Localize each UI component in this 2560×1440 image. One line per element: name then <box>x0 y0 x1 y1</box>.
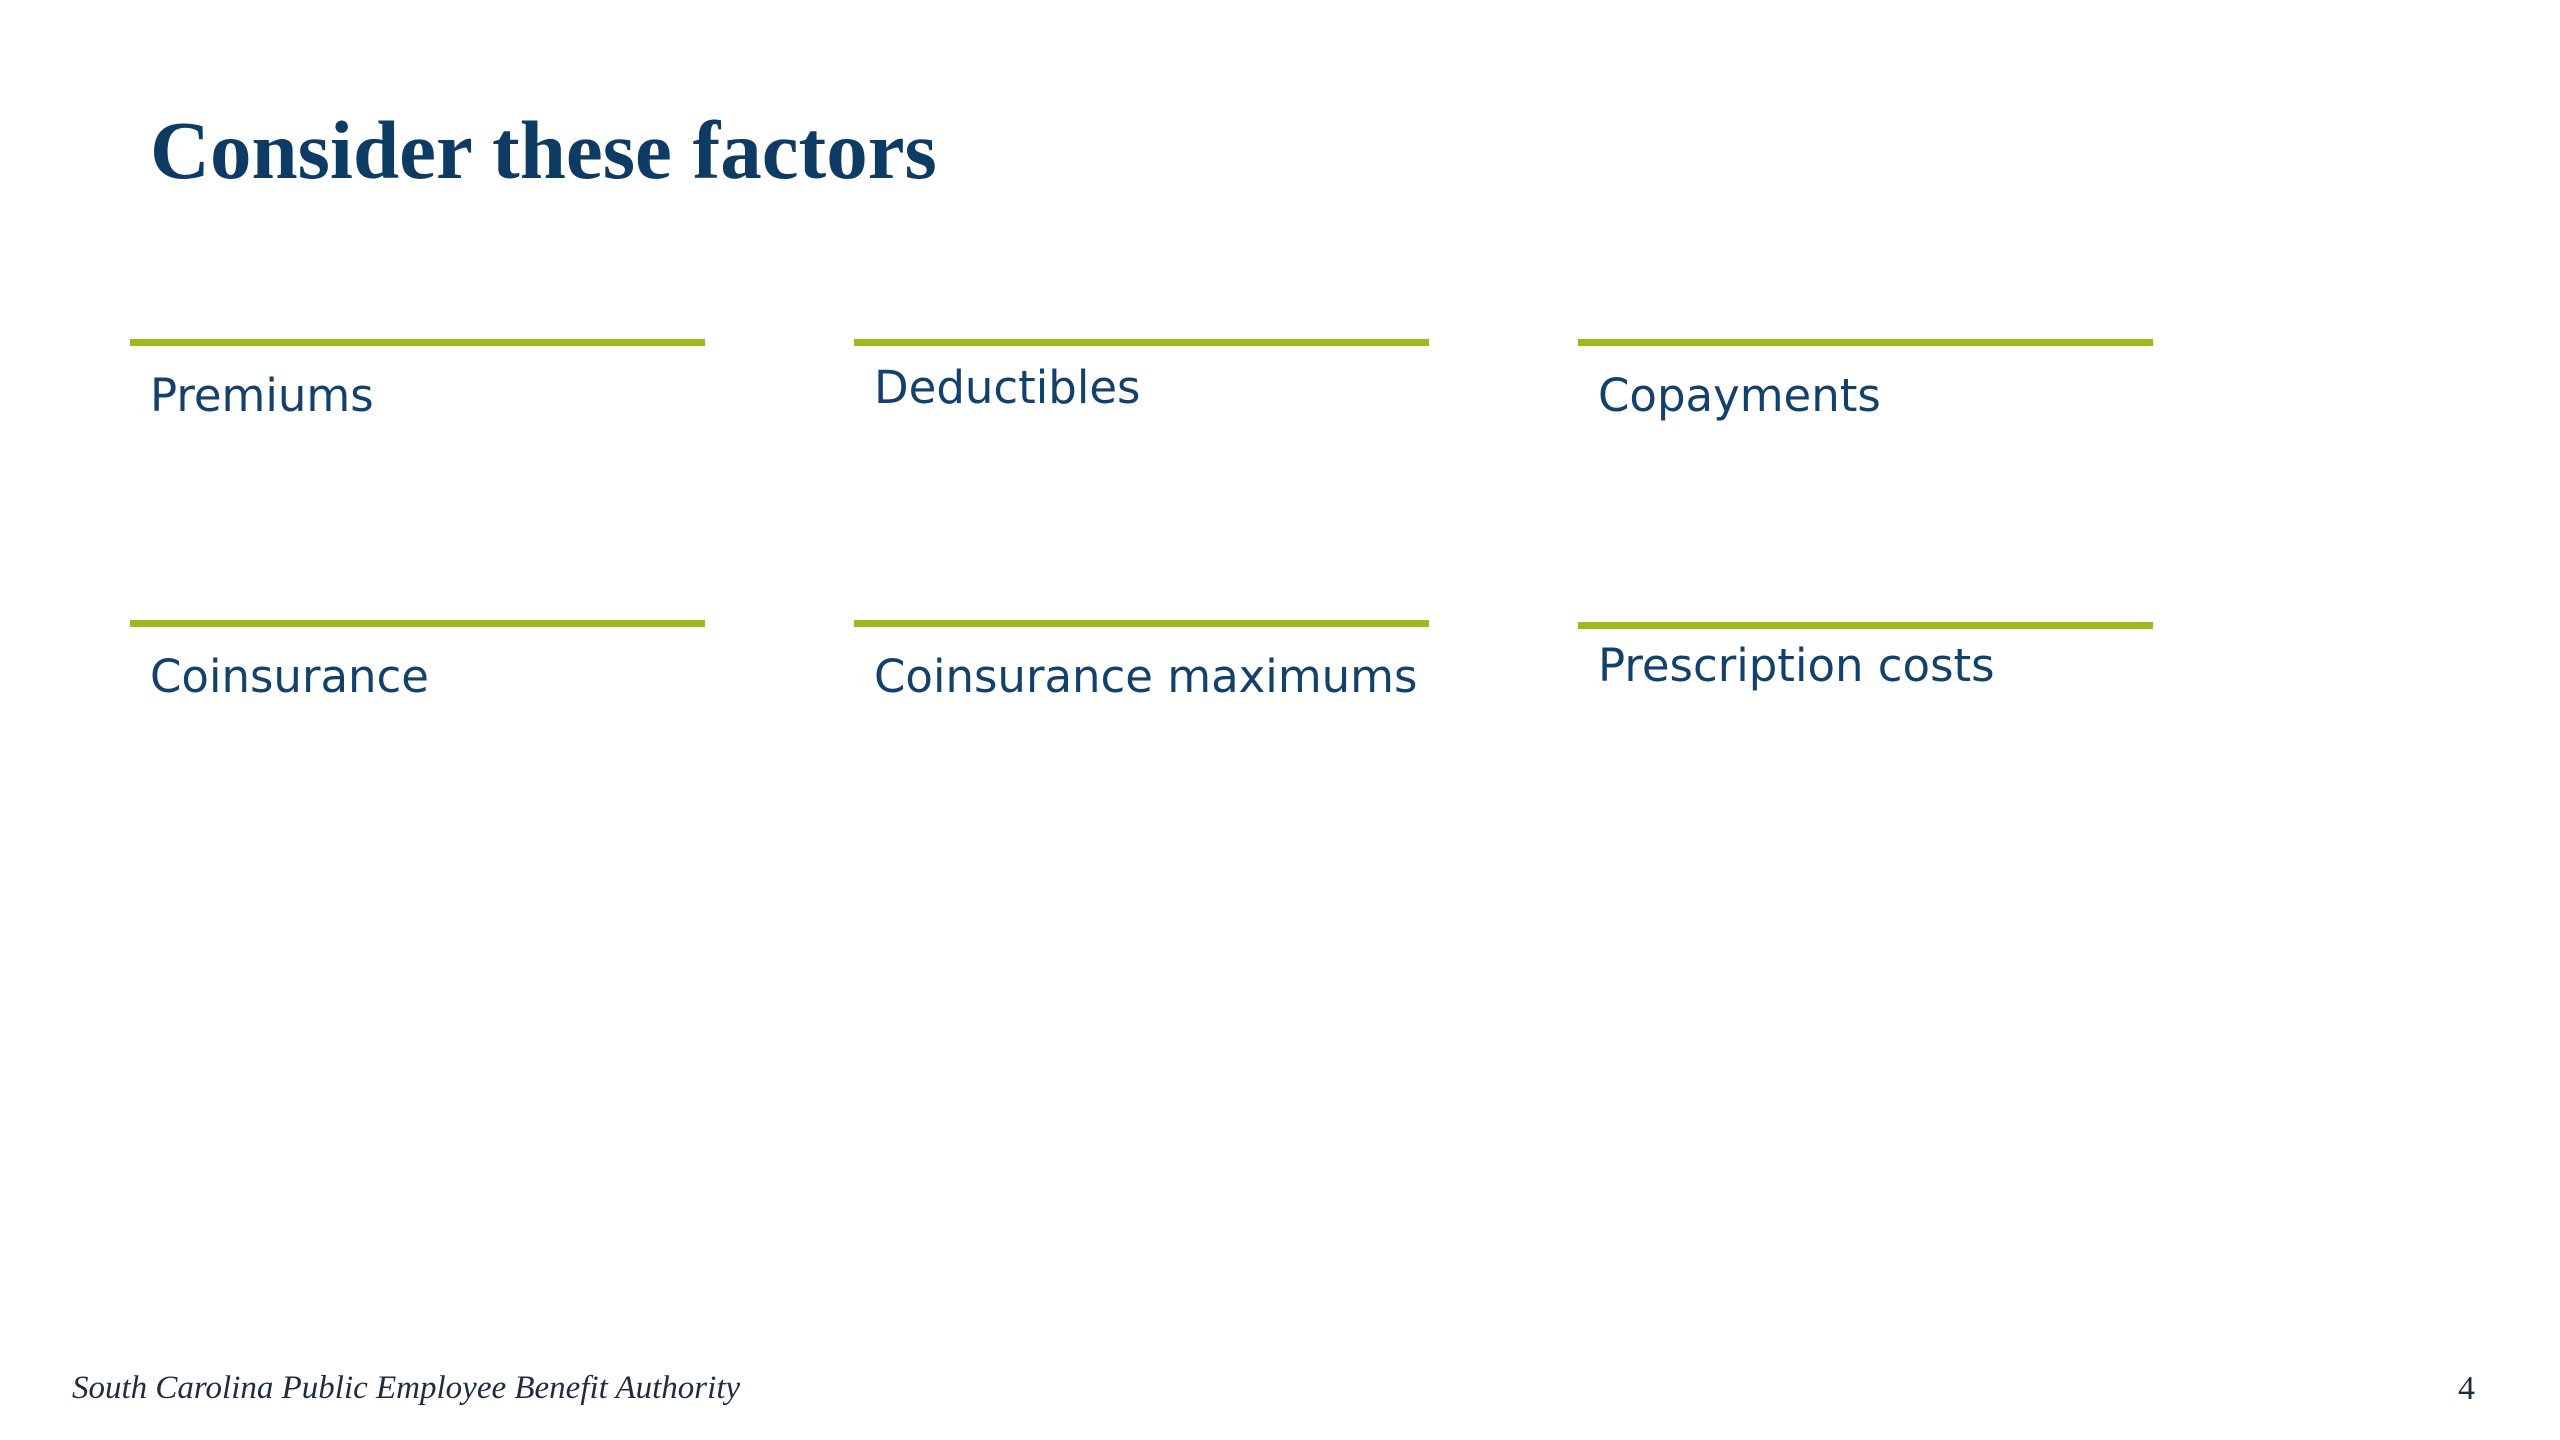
factor-deductibles: Deductibles <box>854 339 1429 499</box>
factor-divider <box>854 339 1429 346</box>
factor-label: Copayments <box>1598 369 1881 422</box>
factor-prescription-costs: Prescription costs <box>1578 622 2153 782</box>
factor-coinsurance-maximums: Coinsurance maximums <box>854 620 1429 780</box>
slide-title: Consider these factors <box>150 104 937 196</box>
factor-divider <box>130 339 705 346</box>
footer-organization: South Carolina Public Employee Benefit A… <box>72 1370 741 1406</box>
factor-coinsurance: Coinsurance <box>130 620 705 780</box>
factor-label: Premiums <box>150 369 374 422</box>
factor-grid: Premiums Deductibles Copayments Coinsura… <box>130 339 2153 782</box>
factor-divider <box>1578 622 2153 629</box>
factor-premiums: Premiums <box>130 339 705 499</box>
factor-copayments: Copayments <box>1578 339 2153 499</box>
factor-divider <box>854 620 1429 627</box>
factor-divider <box>130 620 705 627</box>
factor-divider <box>1578 339 2153 346</box>
factor-label: Prescription costs <box>1598 639 1995 692</box>
page-number: 4 <box>2458 1370 2475 1407</box>
factor-label: Coinsurance maximums <box>874 650 1418 703</box>
factor-label: Coinsurance <box>150 650 429 703</box>
factor-label: Deductibles <box>874 361 1141 414</box>
